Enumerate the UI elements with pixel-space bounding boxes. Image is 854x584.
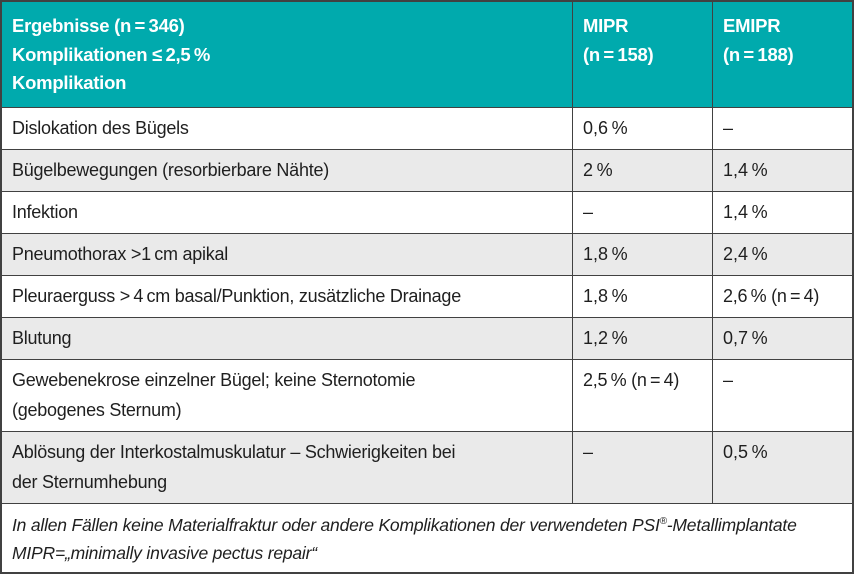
emipr-value: 0,7 %: [712, 317, 852, 359]
mipr-value: –: [572, 191, 712, 233]
header-cell-komplikation: Ergebnisse (n = 346) Komplikationen ≤ 2,…: [2, 2, 572, 107]
header-cell-emipr: EMIPR (n = 188): [712, 2, 852, 107]
table-row-buegelbewegungen: Bügelbewegungen (resorbierbare Nähte) 2 …: [2, 148, 852, 191]
footnote-line1-text: In allen Fällen keine Materialfraktur od…: [12, 514, 660, 535]
registered-trademark-symbol: ®: [659, 515, 667, 527]
column-header-emipr: EMIPR: [723, 15, 781, 36]
row-label: Blutung: [12, 327, 72, 348]
footnote-line1-suffix: -Metallimplantate: [666, 514, 797, 535]
emipr-value: –: [712, 107, 852, 149]
table-title-line1: Ergebnisse (n = 346): [12, 15, 185, 36]
emipr-value: 2,6 % (n = 4): [712, 275, 852, 317]
row-label: Pleuraerguss > 4 cm basal/Punktion, zusä…: [12, 285, 461, 306]
column-header-emipr-n: (n = 188): [723, 43, 794, 65]
footnote-line2: MIPR=„minimally invasive pectus repair“: [12, 542, 317, 563]
table-body: Dislokation des Bügels 0,6 % – Bügelbewe…: [2, 106, 852, 503]
column-header-mipr: MIPR: [583, 15, 629, 36]
column-header-komplikation: Komplikation: [12, 72, 127, 93]
emipr-value: –: [712, 359, 852, 431]
table-row-dislokation: Dislokation des Bügels 0,6 % –: [2, 107, 852, 149]
mipr-value: –: [572, 431, 712, 503]
column-header-mipr-n: (n = 158): [583, 43, 654, 65]
table-title-line2: Komplikationen ≤ 2,5 %: [12, 43, 211, 65]
row-label: Infektion: [12, 201, 78, 222]
emipr-value: 0,5 %: [712, 431, 852, 503]
table-row-gewebenekrose: Gewebenekrose einzelner Bügel; keine Ste…: [2, 358, 852, 431]
mipr-value: 0,6 %: [572, 107, 712, 149]
row-label: Pneumothorax >1 cm apikal: [12, 243, 228, 264]
emipr-value: 1,4 %: [712, 191, 852, 233]
table-row-blutung: Blutung 1,2 % 0,7 %: [2, 316, 852, 359]
table-row-infektion: Infektion – 1,4 %: [2, 190, 852, 233]
table-row-pleuraerguss: Pleuraerguss > 4 cm basal/Punktion, zusä…: [2, 274, 852, 317]
emipr-value: 2,4 %: [712, 233, 852, 275]
table-footnote: In allen Fällen keine Materialfraktur od…: [2, 502, 852, 572]
emipr-value: 1,4 %: [712, 149, 852, 191]
footnote-line1: In allen Fällen keine Materialfraktur od…: [12, 511, 842, 539]
row-label: Ablösung der Interkostalmuskulatur – Sch…: [12, 441, 456, 492]
table-row-pneumothorax: Pneumothorax >1 cm apikal 1,8 % 2,4 %: [2, 232, 852, 275]
row-label: Dislokation des Bügels: [12, 117, 189, 138]
mipr-value: 2,5 % (n = 4): [572, 359, 712, 431]
mipr-value: 1,8 %: [572, 275, 712, 317]
mipr-value: 1,2 %: [572, 317, 712, 359]
table-header: Ergebnisse (n = 346) Komplikationen ≤ 2,…: [2, 2, 852, 107]
row-label: Bügelbewegungen (resorbierbare Nähte): [12, 159, 329, 180]
header-cell-mipr: MIPR (n = 158): [572, 2, 712, 107]
row-label: Gewebenekrose einzelner Bügel; keine Ste…: [12, 369, 416, 420]
mipr-value: 1,8 %: [572, 233, 712, 275]
table-row-abloesung: Ablösung der Interkostalmuskulatur – Sch…: [2, 430, 852, 503]
mipr-value: 2 %: [572, 149, 712, 191]
